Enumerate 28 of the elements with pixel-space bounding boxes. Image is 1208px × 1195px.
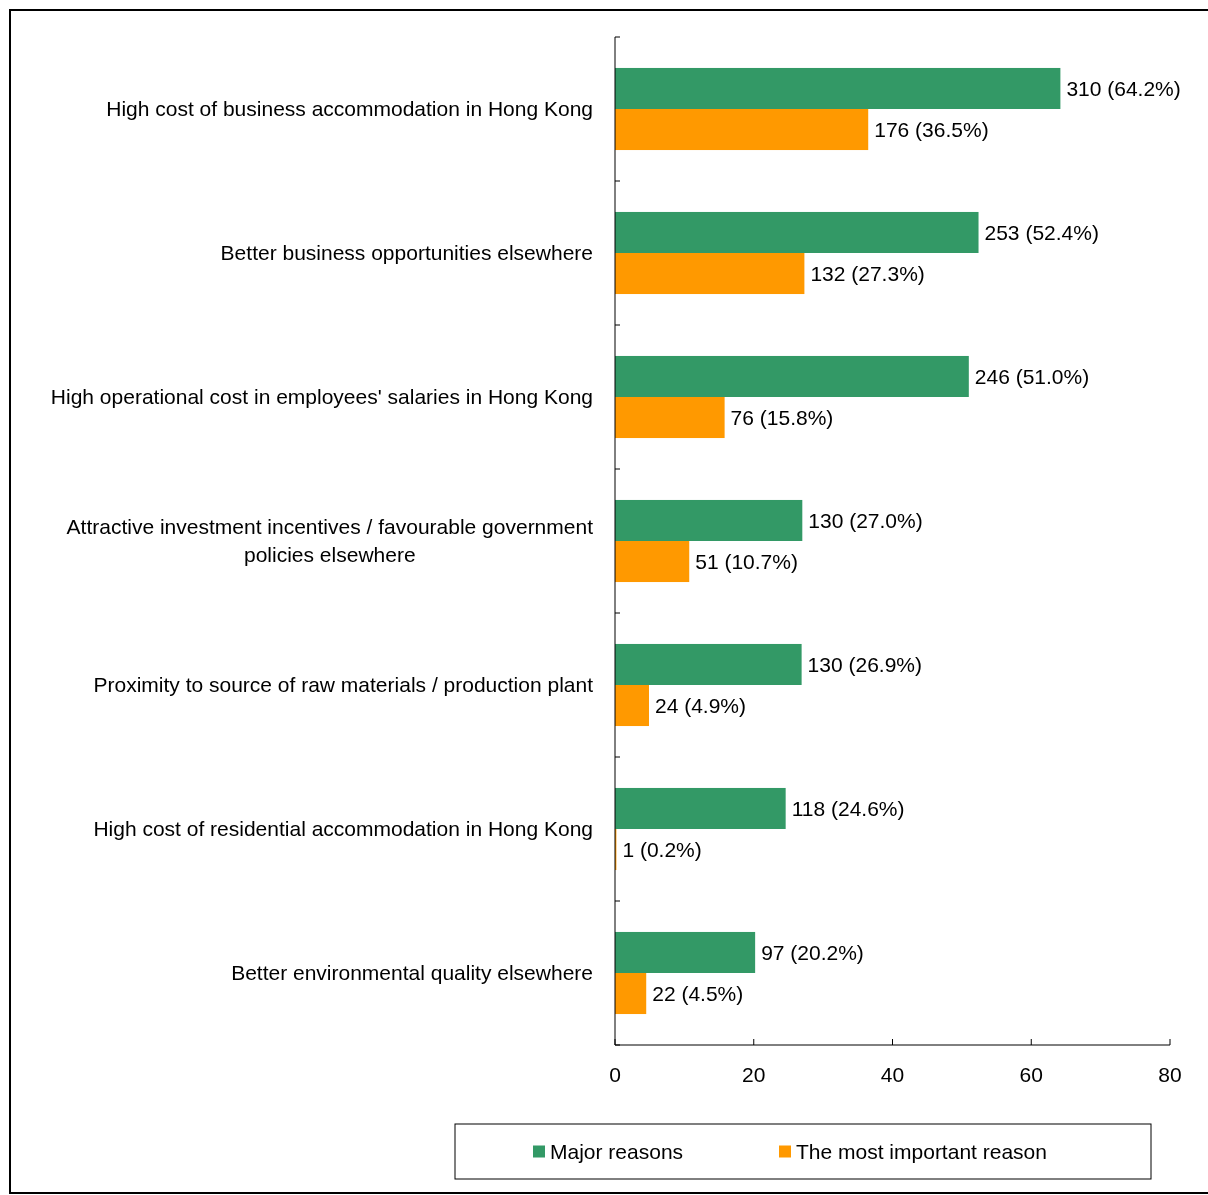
y-tick-label: High operational cost in employees' salaries in Hong Kong <box>50 385 593 409</box>
data-label: 310 (64.2%) <box>1066 76 1181 100</box>
legend-label: The most important reason <box>796 1139 1047 1163</box>
data-label: 24 (4.9%) <box>654 693 747 717</box>
y-tick-label: High cost of business accommodation in Hong Kong <box>106 97 593 121</box>
data-label: 176 (36.5%) <box>874 117 989 141</box>
y-tick-label: Proximity to source of raw materials / production plant <box>93 673 594 697</box>
y-tick-label: Better environmental quality elsewhere <box>231 961 593 985</box>
x-tick-label: 40 <box>880 1063 905 1087</box>
data-label: 118 (24.6%) <box>791 796 905 820</box>
data-label: 132 (27.3%) <box>810 261 925 285</box>
x-tick-label: 0 <box>609 1063 621 1087</box>
data-label: 76 (15.8%) <box>730 405 834 429</box>
data-label: 130 (27.0%) <box>808 508 923 532</box>
data-label: 246 (51.0%) <box>974 364 1090 388</box>
data-label: 97 (20.2%) <box>761 940 864 964</box>
x-tick-label: 80 <box>1158 1063 1182 1087</box>
data-label: 253 (52.4%) <box>984 220 1099 244</box>
y-tick-label: Better business opportunities elsewhere <box>220 241 593 265</box>
legend-label: Major reasons <box>550 1139 684 1163</box>
x-tick-label: 60 <box>1019 1063 1043 1087</box>
y-tick-label: High cost of residential accommodation in Hong Kong <box>93 817 593 841</box>
y-tick-label: Attractive investment incentives / favourable government policies elsewhere <box>66 515 594 567</box>
data-label: 22 (4.5%) <box>652 981 744 1005</box>
data-label: 130 (26.9%) <box>807 652 923 676</box>
x-tick-label: 20 <box>742 1063 766 1087</box>
data-label: 51 (10.7%) <box>695 549 798 573</box>
data-label: 1 (0.2%) <box>622 837 702 861</box>
